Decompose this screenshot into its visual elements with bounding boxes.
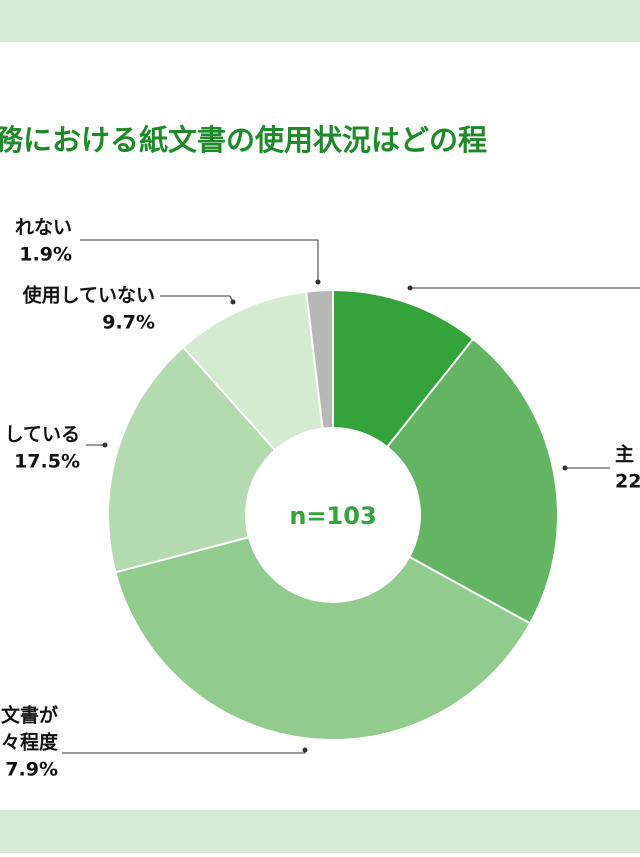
- center-label: n=103: [289, 502, 376, 530]
- slice-label: 主: [615, 444, 634, 466]
- slice-label: している: [5, 424, 80, 446]
- bottom-band: [0, 810, 640, 853]
- slice-label: 22: [615, 471, 640, 493]
- donut-slice: [114, 513, 532, 741]
- slice-label: 々程度: [1, 731, 59, 754]
- slice-label: 使用していない: [22, 285, 155, 307]
- slice-label: れない: [15, 217, 72, 239]
- slice-label: 1.9%: [19, 244, 72, 266]
- leader-dots: [102, 279, 568, 753]
- chart-title: 務における紙文書の使用状況はどの程: [0, 123, 487, 157]
- donut-hole: [245, 427, 421, 603]
- slice-label: 7.9%: [5, 759, 58, 781]
- slice-label: 9.7%: [102, 312, 155, 334]
- slice-label: 17.5%: [14, 451, 80, 473]
- donut-slice: [331, 337, 559, 625]
- top-band: [0, 0, 640, 42]
- slice-label: 文書が: [1, 704, 58, 727]
